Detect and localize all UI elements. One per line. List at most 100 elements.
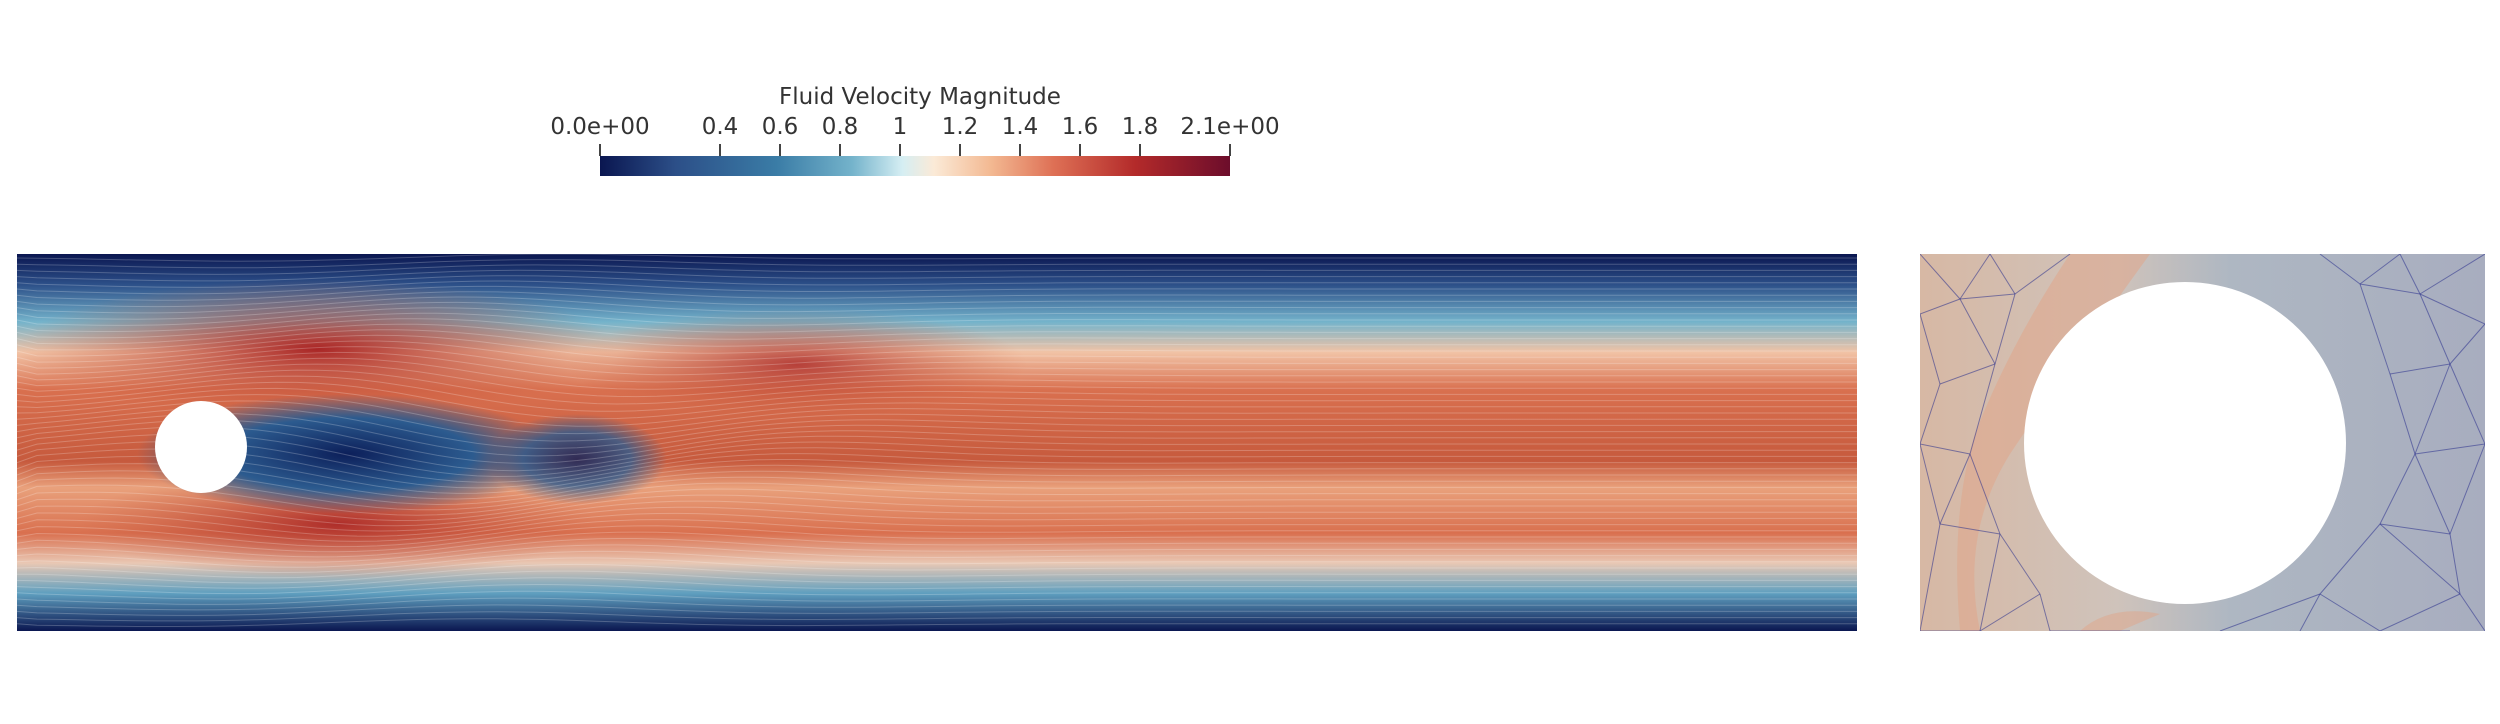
- mesh-edge: [2449, 323, 2485, 365]
- streamline: [17, 269, 1857, 282]
- streamline: [17, 544, 1857, 568]
- colorbar-tick-label: 0.4: [701, 114, 739, 140]
- colorbar-tick-label: 0.0e+00: [550, 114, 650, 140]
- cylinder-zoom: [2024, 282, 2346, 604]
- streamline: [17, 340, 1857, 369]
- mesh-edge: [2459, 593, 2485, 631]
- mesh-edge: [1959, 298, 1996, 365]
- mesh-edge: [2399, 254, 2421, 295]
- streamline: [17, 369, 1857, 405]
- mesh-edge: [2379, 593, 2461, 631]
- colorbar-tick-label: 1: [892, 114, 908, 140]
- mesh-edge: [2039, 593, 2051, 631]
- flow-field-view: [17, 254, 1857, 631]
- colorbar-tick-mark: [899, 144, 901, 156]
- streamline: [17, 394, 1857, 435]
- colorbar-gradient: [600, 156, 1230, 176]
- streamline: [17, 329, 1857, 354]
- streamline: [17, 470, 1857, 506]
- mesh-edge: [2319, 254, 2361, 285]
- mesh-edge: [1979, 533, 2001, 631]
- mesh-edge: [1920, 443, 1971, 455]
- colorbar-tick-mark: [1019, 144, 1021, 156]
- mesh-edge: [2319, 523, 2381, 595]
- mesh-edge: [1939, 363, 1996, 385]
- mesh-edge: [2319, 593, 2381, 631]
- mesh-edge: [2359, 283, 2391, 375]
- colorbar-tick-label: 1.4: [1001, 114, 1039, 140]
- streamline: [17, 363, 1857, 398]
- colorbar-tick-mark: [1079, 144, 1081, 156]
- streamline: [17, 494, 1857, 527]
- streamline: [17, 618, 1857, 627]
- mesh-edge: [2359, 254, 2401, 285]
- colorbar-legend: Fluid Velocity Magnitude 0.0e+00 0.4 0.6 0.…: [550, 84, 1290, 184]
- streamline: [17, 419, 1857, 464]
- streamline: [17, 500, 1857, 532]
- mesh-edge: [2449, 533, 2461, 595]
- streamline: [17, 296, 1857, 314]
- mesh-edge: [1999, 533, 2041, 595]
- streamline: [17, 406, 1857, 449]
- mesh-zoom-view: [1920, 254, 2485, 631]
- colorbar-tick-mark: [719, 144, 721, 156]
- colorbar-tick-label: 0.6: [761, 114, 799, 140]
- streamline: [17, 611, 1857, 622]
- streamline: [17, 441, 1857, 483]
- mesh-edge: [2449, 363, 2485, 445]
- streamline: [17, 531, 1857, 558]
- streamline: [17, 597, 1857, 611]
- mesh-edge: [1959, 293, 2016, 300]
- mesh-edge: [2389, 373, 2416, 455]
- mesh-edge: [2414, 363, 2451, 455]
- flow-field-plot: [17, 254, 1857, 631]
- streamline: [17, 285, 1857, 301]
- streamline: [17, 301, 1857, 320]
- colorbar-tick-mark: [839, 144, 841, 156]
- mesh-edge: [1939, 523, 2001, 535]
- upper-vortex: [17, 279, 617, 419]
- streamline: [17, 323, 1857, 347]
- streamline: [17, 400, 1857, 442]
- colorbar-tick-label: 2.1e+00: [1180, 114, 1280, 140]
- high-velocity-band-2: [2080, 611, 2160, 631]
- mesh-edge: [1994, 293, 2016, 365]
- streamline: [17, 482, 1857, 516]
- streamline: [17, 291, 1857, 308]
- colorbar-tick-label: 0.8: [821, 114, 859, 140]
- wake-region-2: [487, 414, 667, 504]
- streamline: [17, 351, 1857, 383]
- mesh-edge: [2014, 254, 2071, 295]
- mesh-edge: [2359, 283, 2421, 295]
- streamline: [17, 583, 1857, 600]
- mesh-edge: [1989, 254, 2016, 295]
- streamline: [17, 381, 1857, 420]
- streamline: [17, 463, 1857, 500]
- mesh-edge: [1920, 383, 1941, 445]
- mesh-edge: [2414, 453, 2451, 535]
- streamline: [17, 506, 1857, 537]
- streamline: [17, 476, 1857, 511]
- streamline: [17, 577, 1857, 595]
- streamline: [17, 563, 1857, 584]
- colorbar-title: Fluid Velocity Magnitude: [779, 84, 1061, 110]
- upper-vortex-2: [567, 309, 1027, 419]
- mesh-edge: [2449, 443, 2485, 535]
- colorbar-tick-mark: [1229, 144, 1231, 156]
- streamline: [17, 570, 1857, 589]
- cylinder: [155, 401, 247, 493]
- streamline: [17, 307, 1857, 326]
- streamline: [17, 413, 1857, 457]
- streamline: [17, 334, 1857, 361]
- streamlines: [17, 254, 1857, 627]
- streamline: [17, 426, 1857, 472]
- streamline: [17, 280, 1857, 295]
- mesh-edge: [1920, 523, 1941, 631]
- streamline: [17, 590, 1857, 605]
- mesh-edge: [2299, 593, 2321, 631]
- mesh-edge: [1920, 443, 1941, 525]
- mesh-edge: [1969, 453, 2001, 535]
- streamline: [17, 375, 1857, 412]
- mesh-edge: [2419, 293, 2451, 365]
- colorbar-tick-mark: [959, 144, 961, 156]
